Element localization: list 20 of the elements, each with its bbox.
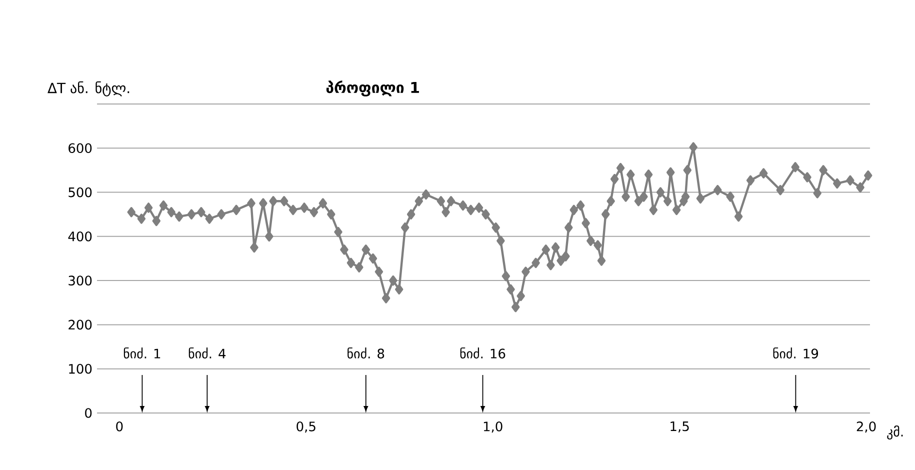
x-tick-label: 0,5 — [296, 422, 316, 433]
ref-line-label: ნიძ. 4 — [188, 347, 226, 359]
y-tick-label: 0 — [85, 408, 92, 418]
x-tick-label: 1,0 — [484, 422, 502, 433]
x-tick-label: 1,5 — [670, 422, 689, 432]
x-tick-label: 2,0 — [856, 422, 876, 433]
y-tick-label: 300 — [68, 276, 92, 286]
ref-line-label: ნიძ. 1 — [124, 347, 160, 359]
ref-line-label: ნიძ. 16 — [460, 347, 506, 359]
x-axis-title: კმ. — [887, 426, 903, 440]
y-tick-label: 600 — [68, 143, 92, 154]
ref-line-label: ნიძ. 19 — [773, 347, 818, 359]
y-tick-label: 200 — [68, 320, 92, 330]
y-axis-title: ΔT ან. ნტლ. — [48, 81, 130, 96]
y-tick-label: 500 — [68, 187, 92, 198]
y-tick-label: 100 — [69, 364, 92, 374]
x-tick-label: 0 — [116, 422, 123, 432]
chart-title: პროფილი 1 — [326, 80, 419, 96]
ref-line-label: ნიძ. 8 — [348, 347, 384, 359]
y-tick-label: 400 — [68, 232, 92, 242]
